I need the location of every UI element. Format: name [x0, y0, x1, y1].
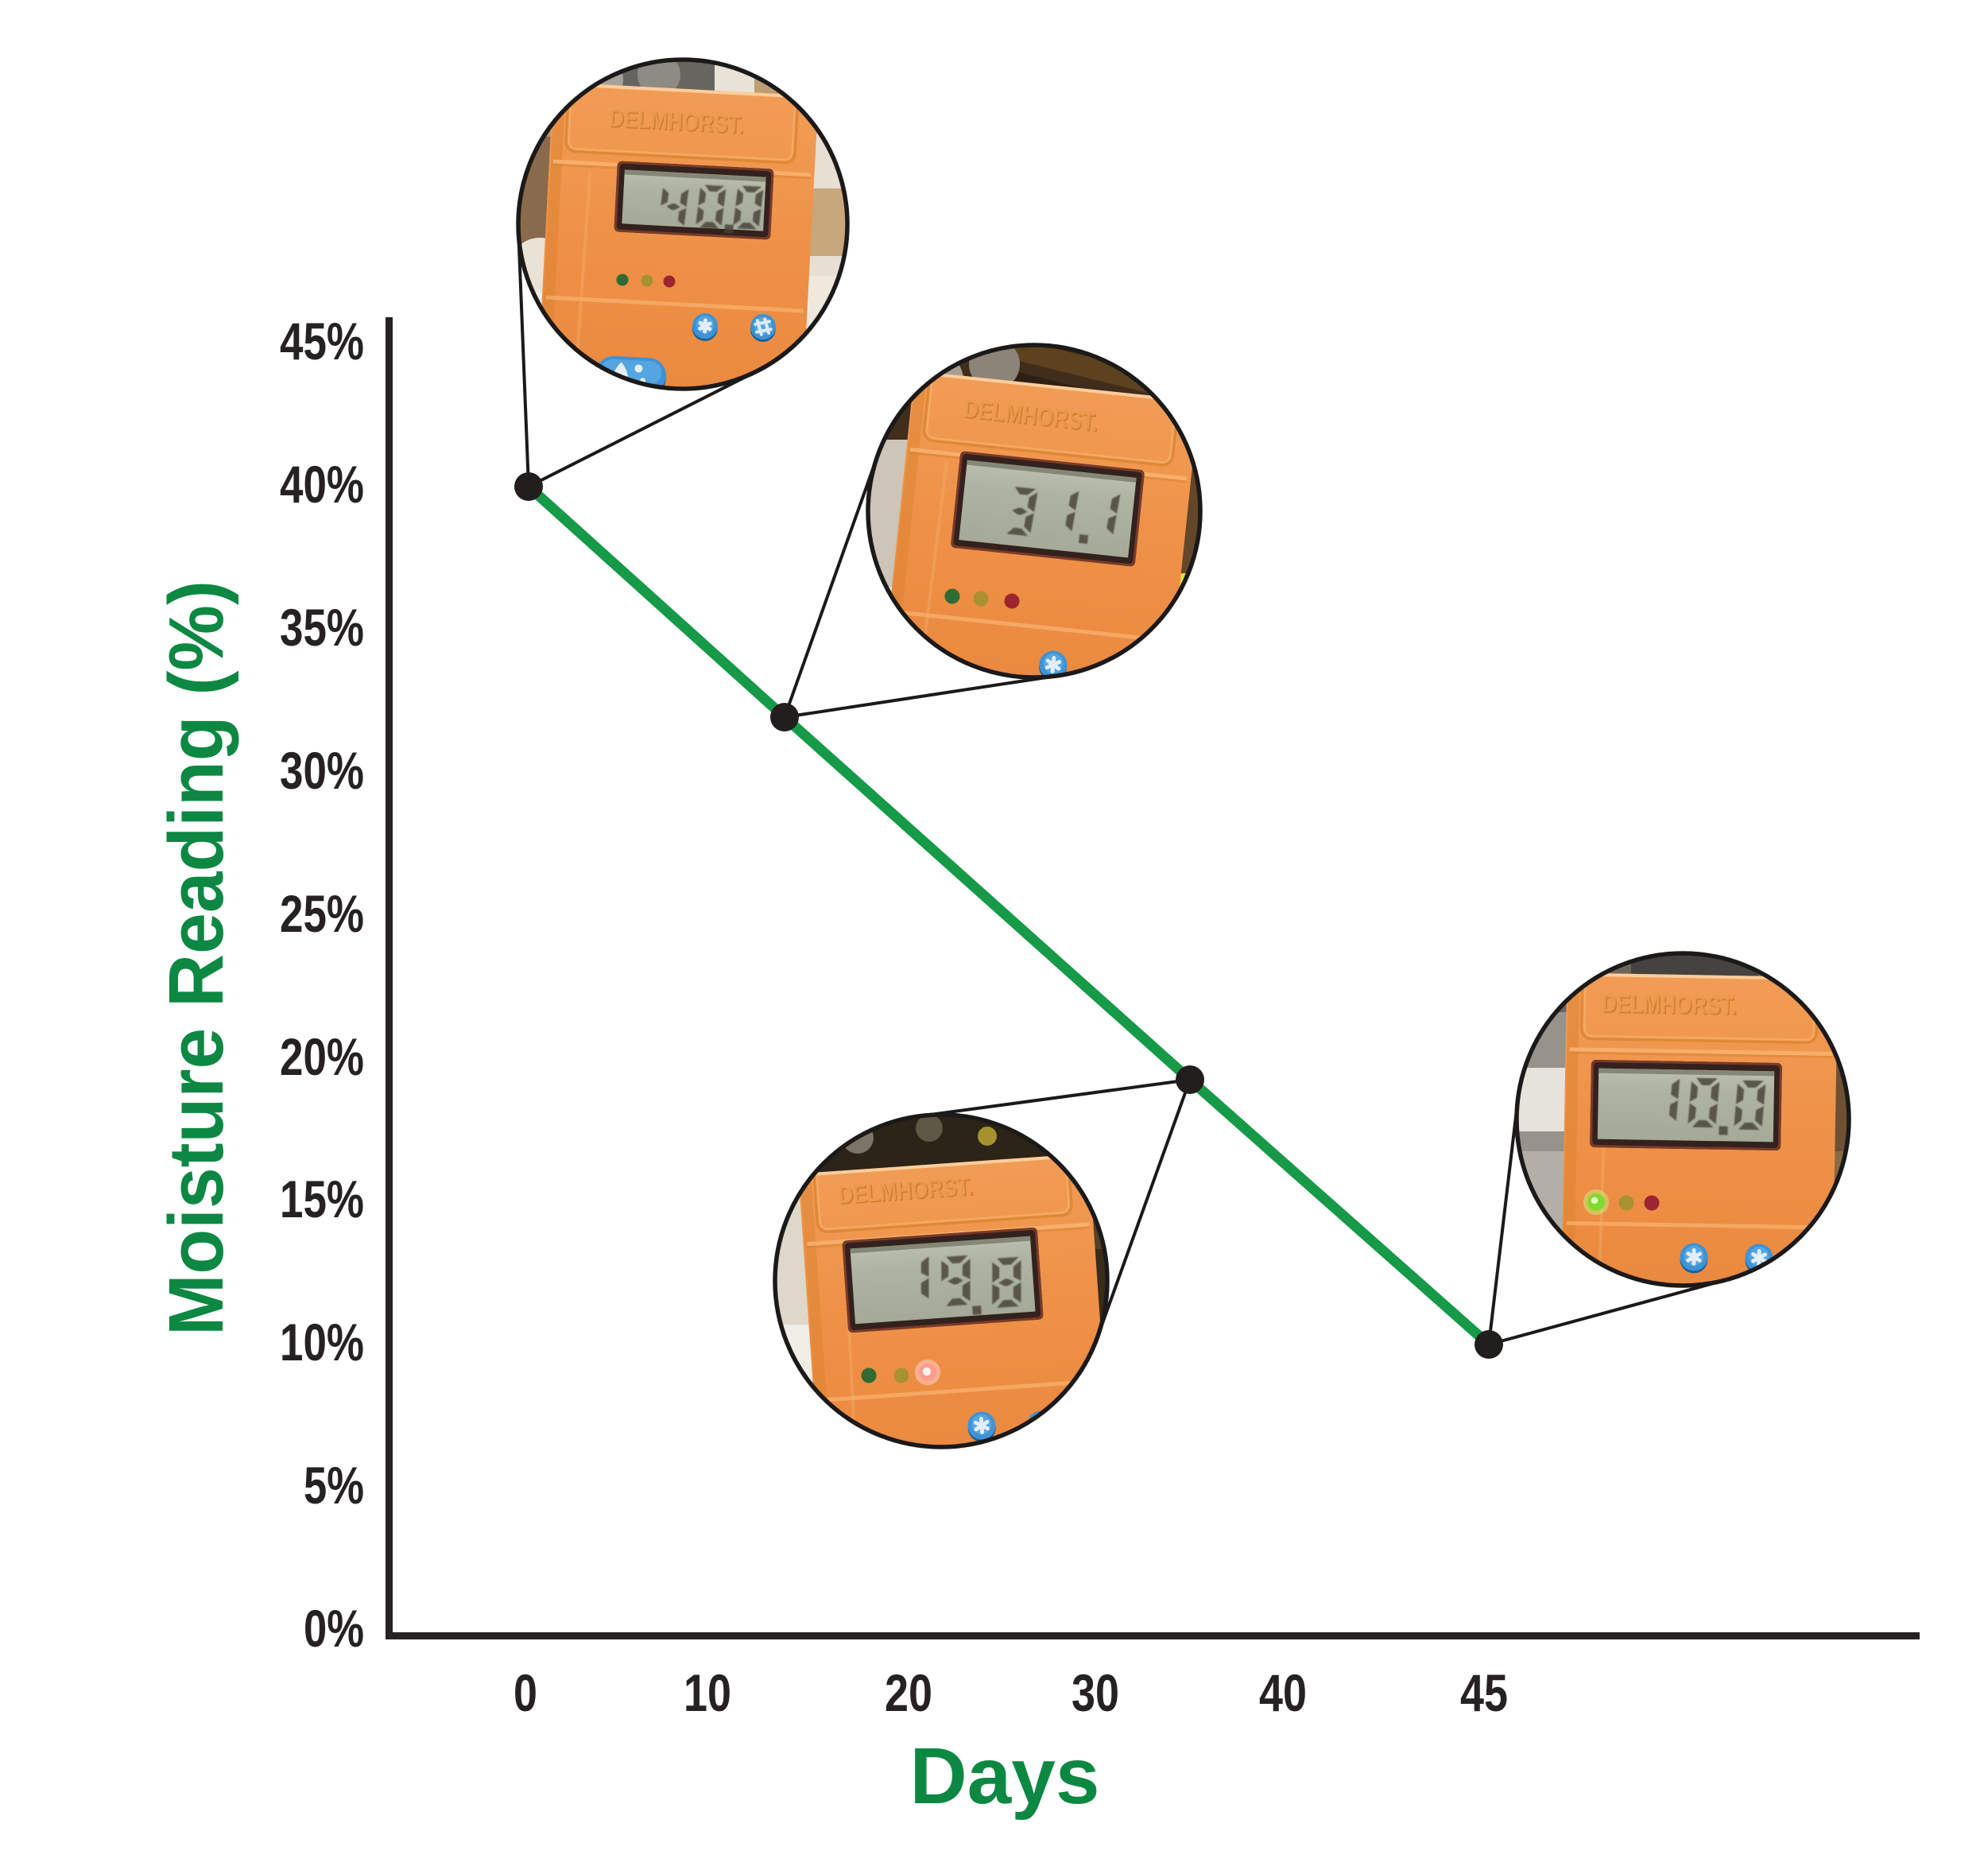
svg-text:Days: Days	[909, 1732, 1099, 1821]
svg-text:20: 20	[885, 1663, 932, 1722]
svg-text:10: 10	[684, 1663, 731, 1722]
svg-text:0: 0	[513, 1663, 537, 1722]
svg-text:15%: 15%	[280, 1170, 364, 1228]
svg-text:0%: 0%	[304, 1599, 364, 1658]
svg-text:30: 30	[1072, 1663, 1119, 1722]
svg-text:DELMHORST.: DELMHORST.	[610, 104, 746, 140]
svg-text:30%: 30%	[280, 741, 364, 800]
svg-text:DELMHORST.: DELMHORST.	[1602, 990, 1738, 1021]
svg-text:DELMHORST.: DELMHORST.	[1602, 989, 1738, 1020]
svg-text:5%: 5%	[304, 1456, 364, 1515]
svg-text:Moisture Reading (%): Moisture Reading (%)	[153, 580, 239, 1336]
svg-text:10%: 10%	[280, 1313, 364, 1371]
svg-text:45: 45	[1460, 1663, 1508, 1722]
svg-text:35%: 35%	[280, 598, 364, 657]
svg-text:40%: 40%	[280, 455, 364, 514]
svg-text:DELMHORST.: DELMHORST.	[608, 103, 745, 139]
svg-text:25%: 25%	[280, 884, 364, 943]
svg-text:40: 40	[1259, 1663, 1307, 1722]
svg-text:20%: 20%	[280, 1027, 364, 1086]
svg-text:45%: 45%	[280, 312, 364, 371]
